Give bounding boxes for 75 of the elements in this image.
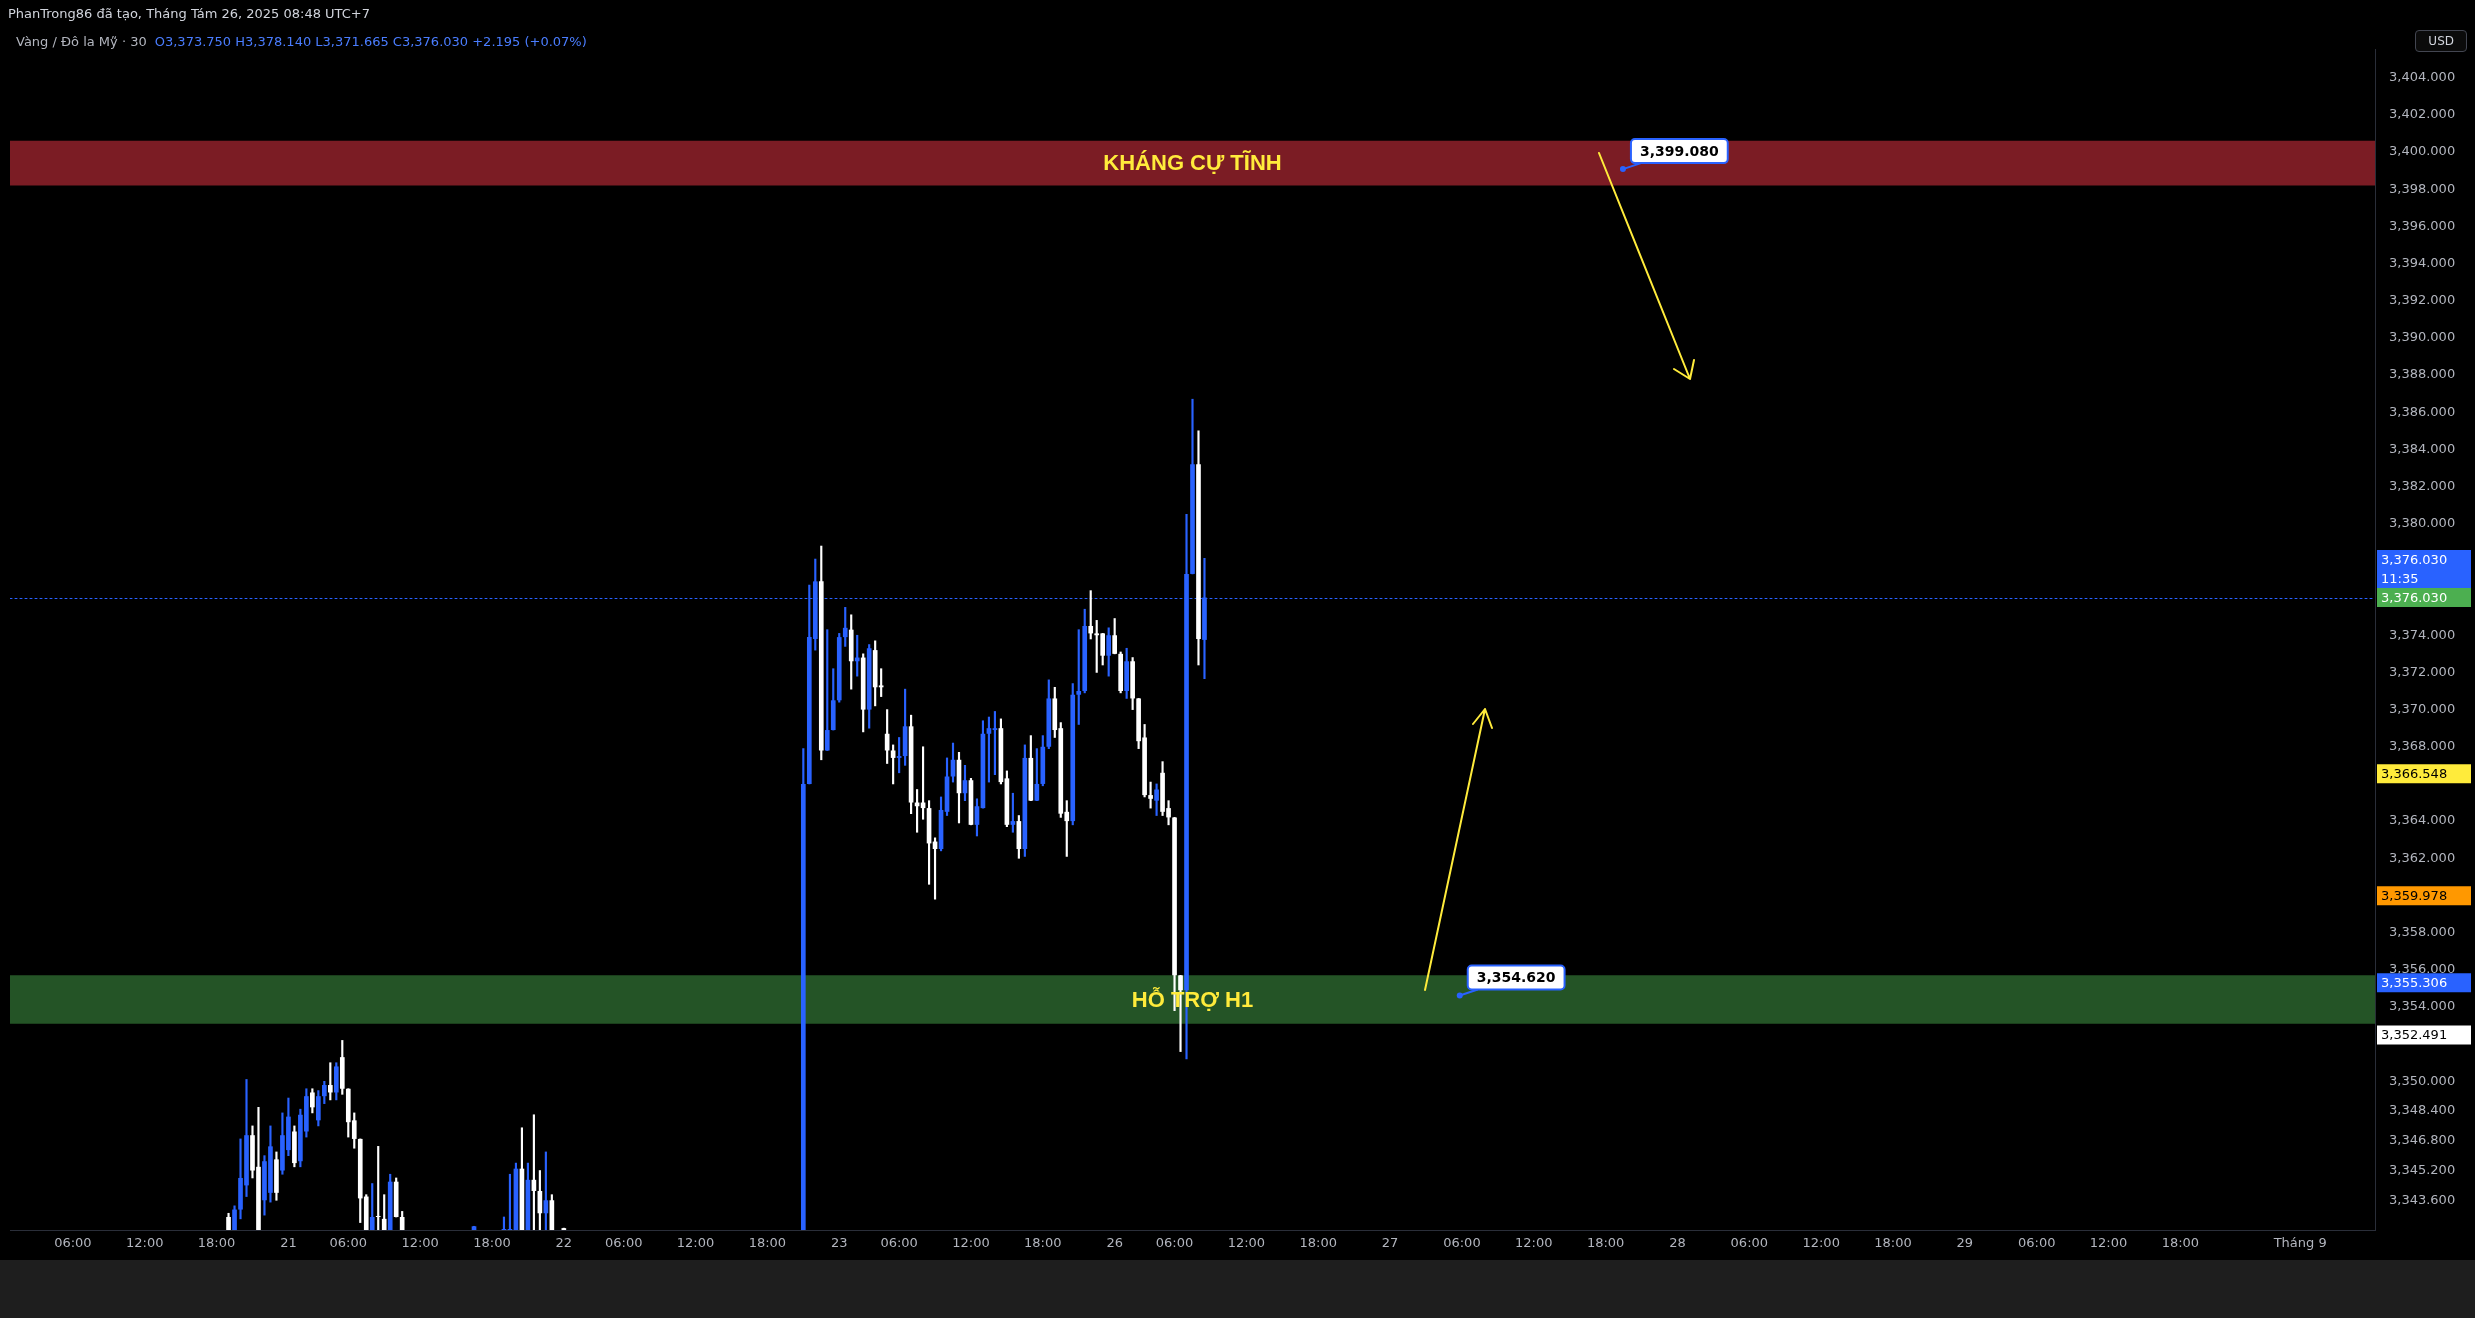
x-tick-label: 18:00 — [2161, 1235, 2200, 1251]
ref-line-label: 3,376.030 — [2381, 551, 2448, 567]
y-tick-label: 3,382.000 — [2389, 477, 2456, 493]
y-tick-label: 3,354.000 — [2389, 998, 2456, 1014]
text: 3,366.548 — [2381, 766, 2448, 782]
x-tick-label: 06:00 — [1443, 1235, 1481, 1251]
y-tick-label: 3,356.000 — [2389, 961, 2456, 977]
y-tick-label: 3,390.000 — [2389, 329, 2456, 345]
x-tick-label: 12:00 — [1515, 1235, 1553, 1251]
x-tick-label: 29 — [1956, 1235, 1974, 1251]
x-tick-label: 06:00 — [604, 1235, 643, 1251]
x-tick-label: 12:00 — [401, 1235, 439, 1251]
x-tick-label: 06:00 — [1730, 1235, 1769, 1251]
chart-title: Vàng / Đô la Mỹ · 30 — [16, 34, 147, 49]
y-tick-label: 3,362.000 — [2389, 849, 2456, 865]
y-tick-label: 3,402.000 — [2389, 106, 2456, 122]
x-tick-label: 06:00 — [880, 1235, 918, 1251]
x-tick-label: 06:00 — [54, 1235, 92, 1251]
x-tick-label: 12:00 — [125, 1235, 164, 1251]
x-tick-label: 18:00 — [1299, 1235, 1337, 1251]
y-tick-label: 3,364.000 — [2389, 812, 2456, 828]
y-axis-title: USD — [2415, 30, 2467, 52]
x-tick-label: Tháng 9 — [2272, 1235, 2327, 1251]
x-tick-label: 26 — [1106, 1235, 1123, 1251]
x-tick-label: 18:00 — [1024, 1235, 1062, 1251]
y-tick-label: 3,396.000 — [2389, 217, 2456, 233]
y-tick-label: 3,343.600 — [2389, 1191, 2456, 1207]
y-tick-label: 3,350.000 — [2389, 1072, 2456, 1088]
x-tick-label: 06:00 — [329, 1235, 368, 1251]
y-tick-label: 3,345.200 — [2389, 1161, 2456, 1177]
x-tick-label: 06:00 — [1155, 1235, 1194, 1251]
x-tick-label: 18:00 — [197, 1235, 236, 1251]
x-tick-label: 21 — [280, 1235, 297, 1251]
y-tick-label: 3,380.000 — [2389, 515, 2456, 531]
y-tick-label: 3,372.000 — [2389, 663, 2456, 679]
y-tick-label: 3,394.000 — [2389, 254, 2456, 270]
y-tick-label: 3,370.000 — [2389, 700, 2456, 716]
x-tick-label: 12:00 — [952, 1235, 990, 1251]
x-tick-label: 12:00 — [2089, 1235, 2128, 1251]
x-tick-label: 28 — [1669, 1235, 1686, 1251]
text: 3,352.491 — [2381, 1027, 2448, 1043]
candlestick — [375, 1146, 381, 1230]
x-tick-label: 18:00 — [473, 1235, 511, 1251]
text: PhanTrong86 đã tạo, Tháng Tám 26, 2025 08:48 UTC+7 — [8, 6, 371, 21]
x-tick-label: 12:00 — [676, 1235, 715, 1251]
x-tick-label: 23 — [830, 1235, 848, 1251]
x-tick-label: 12:00 — [1802, 1235, 1840, 1251]
text: 11:35 — [2381, 570, 2419, 586]
x-tick-label: 27 — [1381, 1235, 1399, 1251]
x-tick-label: 22 — [555, 1235, 573, 1251]
annotation: 3,399.080 — [1639, 142, 1720, 159]
x-tick-label: 18:00 — [748, 1235, 787, 1251]
x-tick-label: 12:00 — [1227, 1235, 1266, 1251]
y-tick-label: 3,358.000 — [2389, 924, 2456, 939]
y-tick-label: 3,392.000 — [2389, 292, 2456, 308]
y-tick-label: 3,384.000 — [2389, 440, 2456, 456]
annotation: 3,354.620 — [1476, 969, 1556, 986]
y-tick-label: 3,388.000 — [2389, 366, 2456, 382]
y-tick-label: 3,386.000 — [2389, 403, 2456, 419]
candlestick — [1154, 783, 1159, 816]
y-tick-label: 3,400.000 — [2389, 143, 2456, 159]
y-tick-label: 3,398.000 — [2389, 180, 2456, 196]
y-tick-label: 3,374.000 — [2389, 626, 2456, 642]
y-tick-label: 3,346.800 — [2389, 1132, 2456, 1148]
x-tick-label: 18:00 — [1586, 1235, 1625, 1251]
y-tick-label: 3,368.000 — [2389, 738, 2456, 754]
y-tick-label: 3,348.400 — [2389, 1102, 2456, 1118]
x-tick-label: 18:00 — [1874, 1235, 1912, 1251]
band-label: KHÁNG CỰ TĨNH — [1103, 150, 1282, 176]
x-tick-label: 06:00 — [2017, 1235, 2056, 1251]
chart-subtitle: O3,373.750 H3,378.140 L3,371.665 C3,376.030 +2.195 (+0.07%) — [154, 34, 587, 49]
text: 3,376.030 — [2381, 589, 2448, 605]
text: 3,359.978 — [2381, 888, 2448, 904]
text: 3,355.306 — [2381, 975, 2448, 991]
y-tick-label: 3,404.000 — [2389, 69, 2456, 85]
